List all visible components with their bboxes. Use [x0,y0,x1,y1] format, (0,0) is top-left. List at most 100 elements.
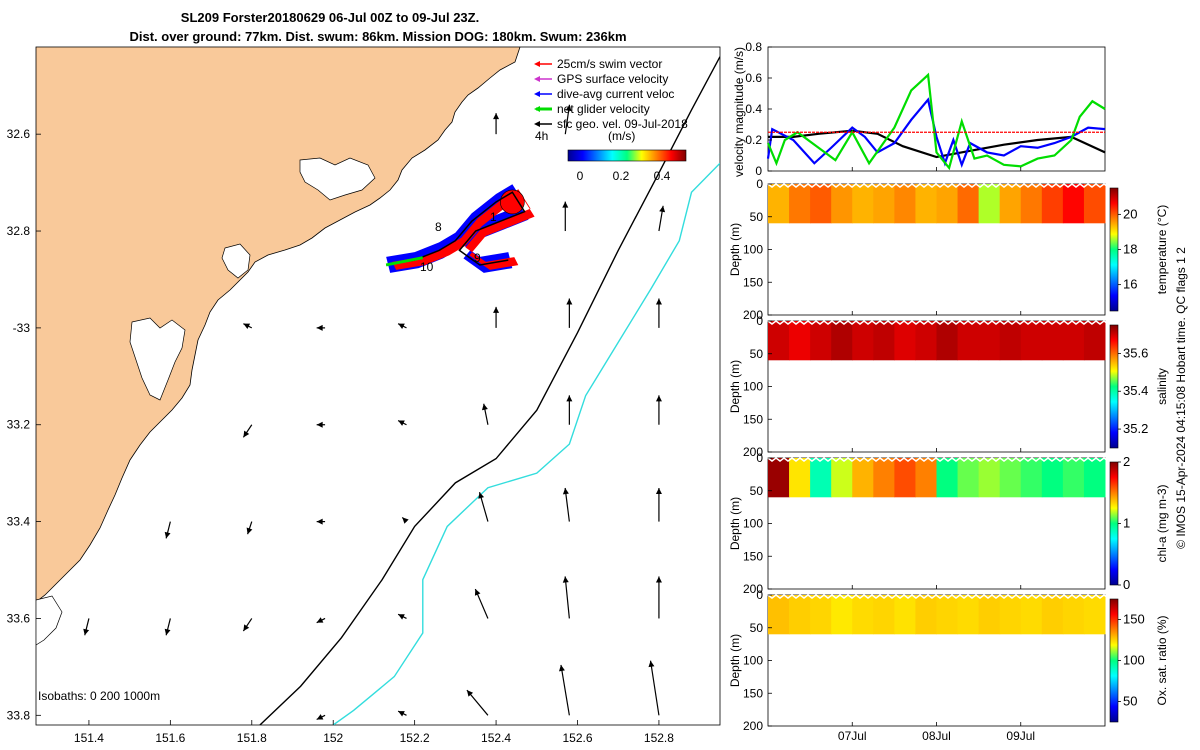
section-ytick-label: 150 [743,275,763,289]
velocity-ylabel: velocity magnitude (m/s) [732,47,746,177]
section-cell [852,458,874,498]
map-xtick-label: 152.2 [400,731,430,745]
velocity-ytick-label: 0.6 [745,71,762,85]
section-cell [1083,321,1106,361]
section-cell [768,595,790,635]
section-colorbar [1109,598,1119,723]
section-ylabel: Depth (m) [728,497,742,550]
sfc-velocity-arrow [478,492,489,522]
speed-colorbar-tick-1: 0.2 [613,169,630,183]
section-ytick-label: 150 [743,549,763,563]
map-xtick-label: 152 [323,731,343,745]
section-cell [978,458,1001,498]
section-cell [789,184,811,224]
section-cell [810,458,832,498]
legend-item: net glider velocity [534,102,650,116]
sfc-velocity-arrow [655,298,662,328]
section-ytick-label: 50 [750,484,764,498]
colorbar-tick-label: 16 [1123,277,1137,292]
sfc-velocity-arrow [397,710,407,717]
colorbar-tick-label: 35.4 [1123,383,1148,398]
section-ytick-label: 200 [743,719,763,733]
section-cell [978,184,1001,224]
legend-item: dive-avg current veloc [534,87,674,101]
sfc-velocity-arrow [655,488,662,522]
track-label-1: 1 [490,210,497,224]
section-cell [957,321,980,361]
section-ytick-label: 50 [750,210,764,224]
section-cell [831,321,853,361]
section-cell [789,458,811,498]
colorbar-tick-label: 1 [1123,516,1130,531]
section-ytick-label: 100 [743,654,763,668]
velocity-panel: 0 0.2 0.4 0.6 0.8 velocity magnitude (m/s) [732,40,1106,178]
legend-label: net glider velocity [557,102,650,116]
sfc-velocity-arrow [164,521,171,539]
sfc-velocity-arrow [564,104,572,135]
title-line1: SL209 Forster20180629 06-Jul 00Z to 09-J… [181,10,479,25]
section-cell [852,184,874,224]
legend-label: dive-avg current veloc [557,87,674,101]
glider-track-group [385,184,535,273]
sfc-velocity-arrow [655,576,662,619]
colorbar-label: chl-a (mg m-3) [1155,484,1169,562]
section-cell [873,458,895,498]
section-ytick-label: 0 [756,314,763,328]
sfc-velocity-arrows [83,104,666,721]
section-cell [1062,458,1085,498]
section-cell [789,321,811,361]
sfc-velocity-arrow [316,617,326,624]
section-ytick-label: 200 [743,445,763,459]
section-cell [873,184,895,224]
colorbar-tick-label: 50 [1123,694,1137,709]
section-cell [810,321,832,361]
section-ytick-label: 0 [756,177,763,191]
section-colorbar [1109,324,1119,449]
section-xtick-label: 09Jul [1006,729,1035,743]
legend-item: 25cm/s swim vector [534,57,662,71]
glider-track-line [386,191,526,266]
section-cell [936,458,959,498]
section-cell [831,458,853,498]
map-xtick-label: 152.8 [644,731,674,745]
map-ytick-label: -33 [13,321,31,335]
map-xtick-label: 151.4 [74,731,104,745]
section-ytick-label: 50 [750,621,764,635]
sfc-velocity-arrow [83,618,90,636]
track-label-9: 9 [474,251,481,265]
section-cell [936,595,959,635]
swim-vector-swath [392,189,535,270]
sfc-velocity-arrow [562,487,570,522]
section-cell [1062,184,1085,224]
section-cell [957,595,980,635]
section-cell [894,595,916,635]
section-colorbar [1109,461,1119,586]
section-cell [915,184,937,224]
map-ticks: 151.4 151.6 151.8 152 152.2 152.4 152.6 152.8 32… [7,127,675,745]
section-panel-chl-a: 0 50 100 150 200 Depth (m) 0 1 2 chl-a (mg m-3) [728,451,1169,596]
sfc-velocity-arrow [474,588,489,619]
section-cell [894,184,916,224]
section-cell [978,595,1001,635]
section-cell [1083,458,1106,498]
section-panel-salinity: 0 50 100 150 200 Depth (m) 35.2 35.4 35.6 salinit… [728,314,1169,459]
profile-edge [767,594,1109,599]
footer-credit: © IMOS 15-Apr-2024 04:15:08 Hobart time.… [1174,247,1188,549]
section-cell [915,458,937,498]
lake-north [299,157,376,201]
section-cell [1062,321,1085,361]
colorbar-tick-label: 18 [1123,242,1137,257]
section-cell [1020,184,1043,224]
sfc-velocity-arrow [242,424,253,438]
section-cell [999,595,1022,635]
section-cell [768,184,790,224]
velocity-ticks: 0 0.2 0.4 0.6 0.8 [745,40,1022,178]
section-cell [957,458,980,498]
section-cell [1020,595,1043,635]
sfc-velocity-arrow [562,201,569,232]
sfc-velocity-arrow [566,298,573,328]
section-cell [831,595,853,635]
section-cell [1041,321,1064,361]
colorbar-label: temperature (°C) [1155,205,1169,295]
